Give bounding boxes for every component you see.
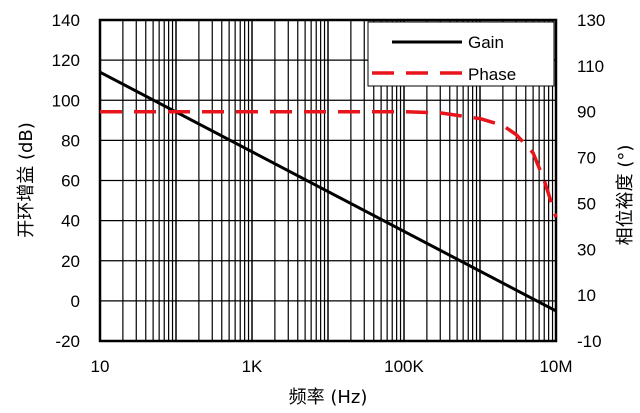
y-left-tick-label: 40 [61,212,80,231]
x-tick-label: 1K [242,357,263,376]
y-left-tick-label: 0 [71,292,80,311]
y-right-tick-label: 130 [577,11,605,30]
legend-gain-label: Gain [468,33,504,52]
y-axis-left-title: 开环增益 (dB) [16,122,37,238]
y-right-tick-label: 30 [577,240,596,259]
y-right-tick-label: 70 [577,149,596,168]
y-left-tick-label: 60 [61,172,80,191]
x-axis-title: 频率 (Hz) [289,387,368,408]
series-line-phase [100,109,558,218]
y-right-tick-label: 90 [577,103,596,122]
legend-box [367,21,555,87]
y-left-tick-label: 20 [61,252,80,271]
y-left-tick-label: 100 [52,91,80,110]
y-right-tick-label: 50 [577,194,596,213]
plot-frame [98,18,558,343]
y-right-tick-label: 110 [577,57,604,76]
y-axis-right-title: 相位裕度 (°) [615,145,636,246]
y-left-tick-label: 140 [52,11,80,30]
tick-labels: 10 1K 100K 10M 140 120 100 80 60 40 20 0 -20 130 110 90… [52,11,606,376]
y-right-tick-label: 10 [577,286,596,305]
x-tick-label: 10M [539,357,572,376]
y-left-tick-label: 120 [52,51,80,70]
x-tick-label: 100K [384,357,424,376]
grid-lines [100,20,556,341]
y-left-tick-label: -20 [55,332,80,351]
x-tick-label: 10 [91,357,110,376]
legend: Gain Phase [367,21,555,87]
y-left-tick-label: 80 [61,131,80,150]
y-right-tick-label: -10 [577,332,602,351]
series-layer [99,70,558,313]
legend-phase-label: Phase [468,65,516,84]
